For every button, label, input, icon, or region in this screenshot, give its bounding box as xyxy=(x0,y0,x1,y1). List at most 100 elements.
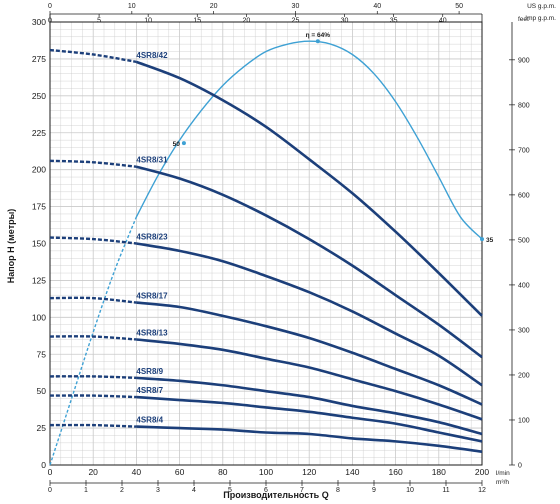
y-tick-label: 200 xyxy=(32,165,46,175)
y-tick-label: 125 xyxy=(32,275,46,285)
curve-label: 4SR8/23 xyxy=(136,233,168,242)
m3h-tick-label: 0 xyxy=(48,487,52,494)
y-tick-label: 275 xyxy=(32,54,46,64)
imp-gpm-tick-label: 10 xyxy=(144,18,152,25)
efficiency-point-label: 35 xyxy=(486,237,494,244)
m3h-tick-label: 6 xyxy=(264,487,268,494)
m3h-tick-label: 3 xyxy=(156,487,160,494)
imp-gpm-tick-label: 15 xyxy=(193,18,201,25)
feet-tick-label: 600 xyxy=(518,192,530,199)
feet-tick-label: 800 xyxy=(518,102,530,109)
curve-label: 4SR8/13 xyxy=(136,328,168,337)
y-tick-label: 300 xyxy=(32,17,46,27)
imp-gpm-tick-label: 40 xyxy=(439,18,447,25)
m3h-tick-label: 12 xyxy=(478,487,486,494)
x-tick-label: 160 xyxy=(389,467,403,477)
curve-label: 4SR8/4 xyxy=(136,416,163,425)
plot-border xyxy=(49,21,483,466)
efficiency-curve xyxy=(135,40,483,240)
x-tick-label: 140 xyxy=(345,467,359,477)
pump-curve xyxy=(136,376,483,436)
y-tick-label: 50 xyxy=(37,386,47,396)
feet-tick-label: 400 xyxy=(518,282,530,289)
x-tick-label: 120 xyxy=(302,467,316,477)
pump-curve-dashed-segment xyxy=(49,296,137,304)
pump-curve xyxy=(136,395,483,443)
efficiency-point xyxy=(315,39,320,44)
axis-frame xyxy=(49,13,513,484)
x-tick-label: 80 xyxy=(218,467,228,477)
us-gpm-unit-label: US g.p.m. xyxy=(527,3,556,10)
x-axis-title: Производительность Q xyxy=(223,490,328,500)
imp-gpm-tick-label: 30 xyxy=(341,18,349,25)
efficiency-point-label: 50 xyxy=(173,141,181,148)
pump-curve-dashed-segment xyxy=(49,48,137,64)
y-tick-label: 100 xyxy=(32,312,46,322)
pump-curve-dashed-segment xyxy=(49,394,137,399)
curve-label: 4SR8/42 xyxy=(136,51,168,60)
x-tick-label: 200 xyxy=(475,467,489,477)
curve-label: 4SR8/31 xyxy=(136,156,168,165)
m3h-tick-label: 10 xyxy=(406,487,414,494)
us-gpm-tick-label: 20 xyxy=(210,3,218,10)
imp-gpm-tick-label: 35 xyxy=(390,18,398,25)
pump-curve-dashed-segment xyxy=(49,335,137,341)
y-tick-label: 250 xyxy=(32,91,46,101)
x-tick-label: 0 xyxy=(48,467,53,477)
x-unit-label: l/min xyxy=(496,470,510,477)
m3h-unit-label: m³/h xyxy=(496,479,509,486)
y-axis-title: Напор H (метры) xyxy=(6,209,16,284)
m3h-tick-label: 5 xyxy=(228,487,232,494)
curve-label: 4SR8/9 xyxy=(136,367,163,376)
feet-tick-label: 500 xyxy=(518,237,530,244)
y-tick-label: 75 xyxy=(37,349,47,359)
x-tick-label: 40 xyxy=(132,467,142,477)
x-tick-label: 100 xyxy=(259,467,273,477)
y-tick-label: 150 xyxy=(32,239,46,249)
feet-tick-label: 100 xyxy=(518,417,530,424)
feet-unit-label: feet xyxy=(518,16,529,23)
m3h-tick-label: 4 xyxy=(192,487,196,494)
feet-tick-label: 700 xyxy=(518,147,530,154)
y-tick-label: 175 xyxy=(32,202,46,212)
m3h-tick-label: 9 xyxy=(372,487,376,494)
pump-curve xyxy=(136,301,483,406)
us-gpm-tick-label: 50 xyxy=(455,3,463,10)
m3h-tick-label: 7 xyxy=(300,487,304,494)
efficiency-layer: 50 η = 64% 35 xyxy=(49,32,494,466)
x-tick-label: 60 xyxy=(175,467,185,477)
pump-curve xyxy=(136,242,483,387)
x-tick-label: 180 xyxy=(432,467,446,477)
imp-gpm-tick-label: 20 xyxy=(242,18,250,25)
us-gpm-tick-label: 10 xyxy=(128,3,136,10)
curve-label: 4SR8/7 xyxy=(136,386,163,395)
efficiency-point xyxy=(181,141,186,146)
m3h-tick-label: 8 xyxy=(336,487,340,494)
us-gpm-tick-label: 40 xyxy=(373,3,381,10)
pump-curve xyxy=(136,425,483,453)
pump-curve xyxy=(136,338,483,421)
feet-tick-label: 200 xyxy=(518,372,530,379)
efficiency-curve-dashed xyxy=(49,216,138,466)
feet-tick-label: 300 xyxy=(518,327,530,334)
y-tick-label: 225 xyxy=(32,128,46,138)
pump-curve xyxy=(136,165,483,359)
pump-curve xyxy=(135,60,483,317)
pump-curve-dashed-segment xyxy=(49,375,137,380)
us-gpm-tick-label: 30 xyxy=(292,3,300,10)
feet-tick-label: 0 xyxy=(518,463,522,470)
imp-gpm-tick-label: 25 xyxy=(292,18,300,25)
m3h-tick-label: 11 xyxy=(442,487,449,494)
feet-tick-label: 900 xyxy=(518,57,530,64)
pump-curve-dashed-segment xyxy=(49,423,137,428)
curve-label: 4SR8/17 xyxy=(136,292,168,301)
efficiency-point xyxy=(480,237,484,242)
x-tick-label: 20 xyxy=(88,467,98,477)
imp-gpm-tick-label: 5 xyxy=(97,18,101,25)
y-tick-label: 25 xyxy=(37,423,47,433)
us-gpm-tick-label: 0 xyxy=(48,3,52,10)
m3h-tick-label: 1 xyxy=(84,487,88,494)
curves-layer xyxy=(49,48,483,453)
